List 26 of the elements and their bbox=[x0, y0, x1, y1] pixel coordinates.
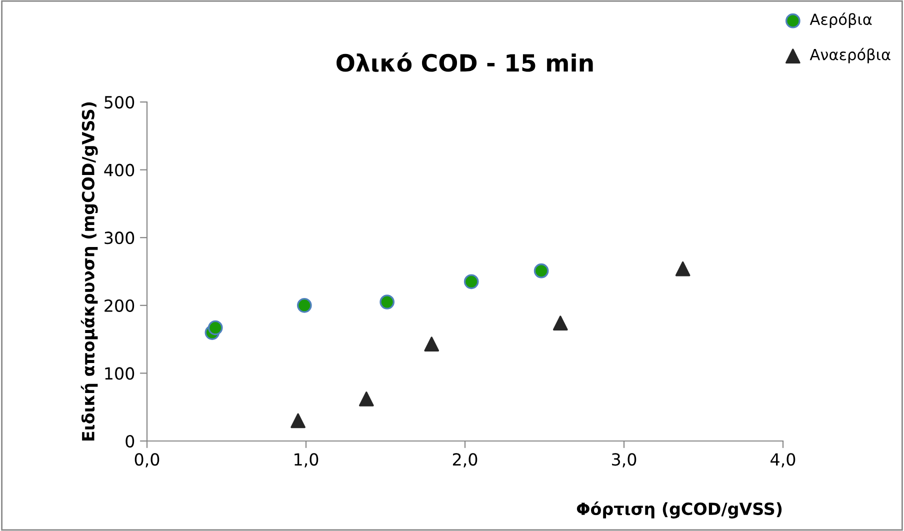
y-tick-label: 100 bbox=[105, 367, 134, 380]
x-axis-title: Φόρτιση (gCOD/gVSS) bbox=[576, 502, 782, 518]
x-tick-label: 4,0 bbox=[770, 453, 796, 468]
point bbox=[208, 320, 223, 336]
legend-label: Αερόβια bbox=[810, 12, 872, 28]
point bbox=[290, 413, 306, 428]
y-tick-label: 500 bbox=[104, 96, 134, 109]
x-tick-label: 1,0 bbox=[294, 453, 318, 468]
point bbox=[464, 274, 479, 290]
y-tick-label: 300 bbox=[104, 232, 134, 244]
y-tick-label: 200 bbox=[104, 299, 134, 312]
x-tick-label: 2,0 bbox=[452, 453, 478, 468]
y-tick-label: 0 bbox=[126, 434, 134, 448]
chart-title: Ολικό COD - 15 min bbox=[336, 52, 593, 72]
x-tick-label: 0,0 bbox=[134, 453, 160, 468]
point bbox=[380, 294, 395, 310]
point bbox=[552, 316, 568, 330]
point bbox=[358, 392, 374, 406]
point bbox=[424, 336, 440, 352]
x-tick-label: 3,0 bbox=[612, 453, 636, 468]
point bbox=[534, 263, 549, 278]
legend-label: Αναερόβια bbox=[810, 48, 890, 64]
y-axis-title: Ειδική απομάκρυνση (mgCOD/gVSS) bbox=[80, 102, 98, 441]
y-tick-label: 400 bbox=[104, 164, 134, 176]
point bbox=[296, 298, 312, 313]
point bbox=[675, 261, 690, 276]
